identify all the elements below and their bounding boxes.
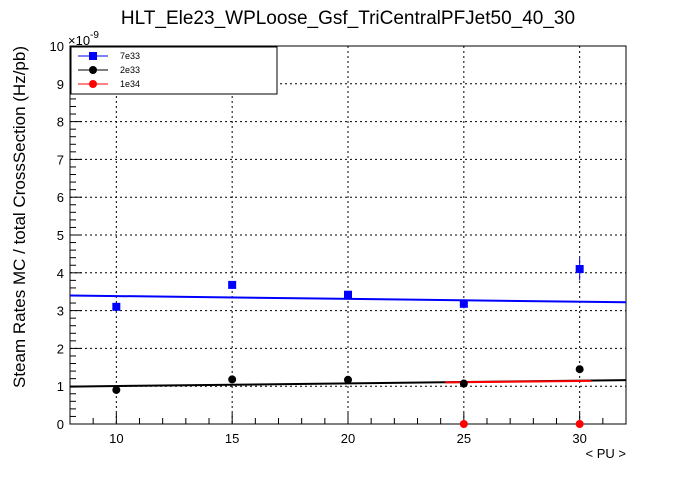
fit-line-1e34 bbox=[445, 379, 592, 384]
tick-labels: 10 15 20 25 30 0 1 2 3 4 5 6 7 8 9 10 bbox=[50, 39, 587, 446]
legend-entries: 7e33 2e33 1e34 bbox=[78, 51, 140, 89]
grid-lines bbox=[70, 46, 626, 424]
legend-label-1e34: 1e34 bbox=[120, 79, 140, 89]
y-tick-label: 10 bbox=[50, 39, 64, 54]
data-point-7e33 bbox=[228, 280, 237, 289]
legend-marker-1e34 bbox=[89, 80, 97, 88]
data-points bbox=[112, 257, 584, 428]
data-point-2e33 bbox=[344, 375, 352, 384]
data-point-1e34 bbox=[575, 420, 584, 428]
legend-label-2e33: 2e33 bbox=[120, 65, 140, 75]
y-tick-label: 0 bbox=[57, 417, 64, 432]
data-point-7e33 bbox=[459, 299, 468, 308]
y-exponent-power: -9 bbox=[90, 30, 99, 41]
x-axis-label: < PU > bbox=[586, 446, 626, 461]
x-tick-label: 15 bbox=[225, 431, 239, 446]
data-point-2e33 bbox=[459, 379, 468, 388]
data-point-2e33 bbox=[228, 375, 237, 384]
y-tick-label: 2 bbox=[57, 341, 64, 356]
legend-label-7e33: 7e33 bbox=[120, 51, 140, 61]
data-point-7e33 bbox=[344, 290, 352, 299]
x-tick-label: 10 bbox=[109, 431, 123, 446]
x-tick-label: 30 bbox=[572, 431, 586, 446]
y-tick-label: 5 bbox=[57, 228, 64, 243]
y-tick-label: 4 bbox=[57, 266, 64, 281]
data-point-7e33 bbox=[112, 302, 121, 311]
y-tick-label: 8 bbox=[57, 115, 64, 130]
data-point-1e34 bbox=[459, 420, 468, 428]
y-exponent-base: ×10 bbox=[68, 33, 90, 48]
x-tick-label: 20 bbox=[341, 431, 355, 446]
y-tick-label: 1 bbox=[57, 379, 64, 394]
fit-line-7e33 bbox=[69, 294, 627, 304]
y-axis-label: Steam Rates MC / total CrossSection (Hz/… bbox=[10, 46, 29, 388]
y-tick-label: 6 bbox=[57, 190, 64, 205]
legend-marker-7e33 bbox=[89, 52, 97, 60]
data-point-2e33 bbox=[575, 365, 584, 374]
legend: 7e33 2e33 1e34 bbox=[70, 46, 278, 95]
legend-marker-2e33 bbox=[89, 66, 97, 74]
x-tick-label: 25 bbox=[457, 431, 471, 446]
chart-title: HLT_Ele23_WPLoose_Gsf_TriCentralPFJet50_… bbox=[121, 8, 575, 29]
y-tick-label: 3 bbox=[57, 304, 64, 319]
data-point-2e33 bbox=[112, 385, 121, 394]
y-tick-label: 7 bbox=[57, 152, 64, 167]
data-point-7e33 bbox=[575, 265, 584, 274]
y-tick-label: 9 bbox=[57, 77, 64, 92]
